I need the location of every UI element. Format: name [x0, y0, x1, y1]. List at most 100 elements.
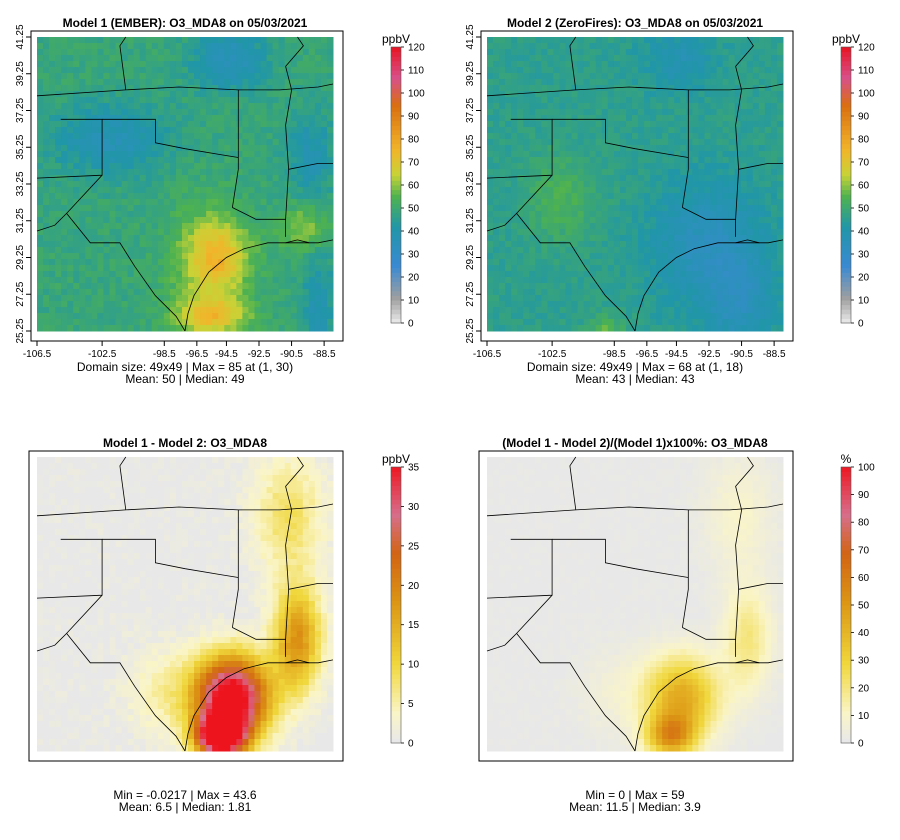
heatmap-cell: [541, 301, 548, 308]
heatmap-cell: [601, 115, 609, 122]
heatmap-cell: [692, 175, 699, 182]
heatmap-cell: [296, 121, 304, 128]
heatmap-cell: [248, 163, 255, 170]
heatmap-cell: [236, 181, 243, 188]
heatmap-cell: [644, 307, 651, 314]
heatmap-cell: [109, 85, 117, 92]
heatmap-cell: [517, 103, 524, 110]
heatmap-cell: [698, 259, 705, 266]
heatmap-cell: [320, 139, 328, 146]
heatmap-cell: [692, 193, 699, 200]
heatmap-cell: [487, 229, 494, 236]
heatmap-cell: [674, 151, 681, 158]
heatmap-cell: [776, 109, 784, 116]
heatmap-cell: [764, 163, 772, 170]
heatmap-cell: [49, 127, 56, 134]
heatmap-cell: [169, 169, 177, 176]
heatmap-cell: [320, 55, 328, 62]
heatmap-cell: [67, 319, 74, 326]
heatmap-cell: [278, 307, 286, 314]
heatmap-cell: [109, 187, 117, 194]
heatmap-cell: [145, 49, 153, 56]
heatmap-cell: [734, 127, 742, 134]
heatmap-cell: [121, 85, 129, 92]
heatmap-cell: [206, 121, 213, 128]
heatmap-cell: [638, 55, 645, 62]
heatmap-cell: [169, 247, 177, 254]
heatmap-cell: [728, 127, 736, 134]
heatmap-cell: [163, 37, 171, 44]
heatmap-cell: [601, 67, 609, 74]
heatmap-cell: [230, 139, 237, 146]
heatmap-cell: [43, 283, 50, 290]
heatmap-cell: [212, 223, 219, 230]
heatmap-cell: [314, 265, 322, 272]
heatmap-cell: [43, 325, 50, 332]
colorbar-step: [391, 143, 401, 149]
heatmap-cell: [308, 37, 316, 44]
heatmap-cell: [103, 199, 110, 206]
heatmap-cell: [230, 295, 237, 302]
heatmap-cell: [704, 91, 712, 98]
heatmap-cell: [272, 55, 280, 62]
heatmap-cell: [487, 205, 494, 212]
x-tick-label: -96.5: [185, 349, 208, 360]
heatmap-cell: [692, 169, 699, 176]
heatmap-cell: [49, 229, 56, 236]
heatmap-cell: [236, 121, 243, 128]
heatmap-cell: [638, 133, 645, 140]
heatmap-cell: [55, 151, 62, 158]
heatmap-cell: [266, 247, 274, 254]
heatmap-cell: [314, 301, 322, 308]
heatmap-cell: [290, 133, 298, 140]
heatmap-cell: [157, 49, 165, 56]
heatmap-cell: [61, 199, 68, 206]
heatmap-cell: [517, 85, 524, 92]
heatmap-cell: [308, 109, 316, 116]
heatmap-cell: [650, 229, 657, 236]
heatmap-cell: [704, 223, 712, 230]
heatmap-cell: [631, 313, 639, 320]
heatmap-cell: [302, 295, 310, 302]
heatmap-cell: [638, 139, 645, 146]
heatmap-cell: [523, 49, 530, 56]
heatmap-cell: [218, 217, 225, 224]
heatmap-cell: [109, 229, 117, 236]
heatmap-cell: [680, 325, 687, 332]
heatmap-cell: [163, 55, 171, 62]
heatmap-cell: [523, 307, 530, 314]
heatmap-cell: [565, 145, 573, 152]
heatmap-cell: [79, 289, 86, 296]
heatmap-cell: [266, 211, 274, 218]
heatmap-cell: [61, 85, 68, 92]
heatmap-cell: [254, 247, 262, 254]
heatmap-cell: [242, 175, 249, 182]
heatmap-cell: [145, 271, 153, 278]
heatmap-cell: [175, 85, 183, 92]
heatmap-cell: [224, 175, 231, 182]
heatmap-cell: [85, 307, 92, 314]
heatmap-cell: [79, 73, 86, 80]
heatmap-cell: [230, 307, 237, 314]
colorbar-step: [391, 83, 401, 89]
heatmap-cell: [487, 85, 494, 92]
heatmap-cell: [248, 313, 255, 320]
heatmap-cell: [523, 295, 530, 302]
heatmap-cell: [559, 205, 567, 212]
heatmap-cell: [710, 301, 718, 308]
heatmap-cell: [722, 217, 730, 224]
state-border-line: [516, 213, 636, 332]
heatmap-cell: [290, 169, 298, 176]
heatmap-cell: [302, 73, 310, 80]
heatmap-cell: [625, 169, 633, 176]
heatmap-cell: [511, 61, 518, 68]
heatmap-cell: [139, 217, 147, 224]
heatmap-cell: [61, 127, 68, 134]
heatmap-cell: [517, 115, 524, 122]
heatmap-cell: [758, 313, 766, 320]
heatmap-cell: [272, 301, 280, 308]
heatmap-cell: [296, 115, 304, 122]
heatmap-cell: [601, 319, 609, 326]
heatmap-cell: [314, 97, 322, 104]
heatmap-cell: [487, 145, 494, 152]
